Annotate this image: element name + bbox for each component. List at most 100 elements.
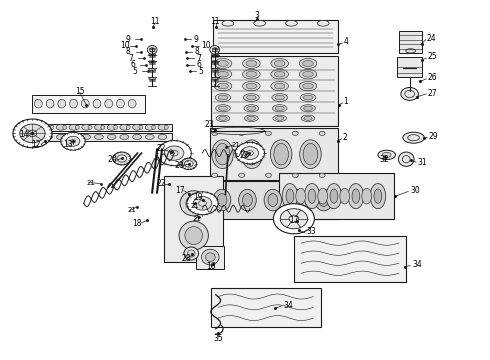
Text: 9: 9 [125,35,130,44]
Ellipse shape [180,191,207,216]
Ellipse shape [300,94,316,102]
Ellipse shape [275,106,284,111]
Ellipse shape [164,125,168,130]
Ellipse shape [303,83,313,89]
Ellipse shape [271,58,289,68]
Ellipse shape [243,58,260,68]
Text: 12: 12 [31,140,41,149]
Ellipse shape [120,125,129,130]
Text: 21: 21 [128,207,137,213]
Ellipse shape [56,134,65,139]
Ellipse shape [294,194,303,207]
Ellipse shape [398,152,414,166]
Ellipse shape [133,125,142,130]
Text: 32: 32 [379,155,389,164]
Text: 29: 29 [428,132,438,141]
Circle shape [181,158,196,170]
Ellipse shape [282,184,298,209]
Text: 21: 21 [190,203,199,209]
Ellipse shape [274,83,285,89]
Bar [397,57,422,77]
Ellipse shape [211,47,218,49]
Ellipse shape [201,249,219,265]
Bar [279,173,394,220]
Circle shape [20,124,45,143]
Text: 2: 2 [343,133,347,142]
Ellipse shape [247,106,256,111]
Ellipse shape [58,99,66,108]
Bar [42,134,172,140]
Ellipse shape [275,116,284,120]
Ellipse shape [243,69,260,79]
Ellipse shape [179,221,208,250]
Ellipse shape [120,134,129,139]
Ellipse shape [286,21,297,26]
Circle shape [184,161,193,167]
Ellipse shape [88,125,92,130]
Circle shape [170,150,178,156]
Ellipse shape [408,135,419,141]
Ellipse shape [243,194,252,207]
Ellipse shape [215,143,230,165]
Ellipse shape [274,71,285,77]
Circle shape [157,140,191,166]
Text: 5: 5 [133,67,138,76]
Ellipse shape [274,143,289,165]
Ellipse shape [211,78,218,80]
Circle shape [71,139,75,143]
Ellipse shape [246,83,257,89]
Text: 34: 34 [412,260,422,269]
Circle shape [117,155,127,162]
Ellipse shape [211,127,265,134]
Ellipse shape [50,125,54,130]
Circle shape [212,131,218,135]
Ellipse shape [378,150,395,159]
Bar [42,124,172,131]
Ellipse shape [186,195,201,211]
Circle shape [273,204,315,234]
Ellipse shape [264,189,282,211]
Ellipse shape [340,188,349,204]
Ellipse shape [150,48,155,52]
Ellipse shape [107,125,116,130]
Ellipse shape [300,140,321,168]
Ellipse shape [149,69,156,71]
Ellipse shape [374,189,382,203]
Ellipse shape [218,83,228,89]
Text: 23: 23 [205,120,215,129]
Ellipse shape [222,21,234,26]
Bar [210,181,338,220]
Circle shape [61,132,85,150]
Circle shape [239,131,245,135]
Ellipse shape [69,125,78,130]
Circle shape [266,131,271,135]
Text: 19: 19 [194,193,203,202]
Ellipse shape [268,194,278,207]
Ellipse shape [245,115,258,122]
Text: 8: 8 [126,47,130,56]
Circle shape [66,136,80,146]
Text: 30: 30 [410,186,420,195]
Ellipse shape [185,226,202,244]
Ellipse shape [210,45,220,54]
Ellipse shape [105,99,113,108]
Circle shape [193,197,212,210]
Ellipse shape [211,69,218,71]
Ellipse shape [272,94,288,102]
Ellipse shape [82,134,91,139]
Text: 6: 6 [196,60,201,69]
Ellipse shape [107,134,116,139]
Ellipse shape [218,60,228,67]
Text: 6: 6 [130,60,135,69]
Circle shape [405,90,415,98]
Ellipse shape [95,125,103,130]
Ellipse shape [133,134,142,139]
Text: 35: 35 [213,334,223,343]
Ellipse shape [274,60,285,67]
Bar [164,176,223,262]
Text: 9: 9 [194,35,198,44]
Ellipse shape [44,134,52,139]
Circle shape [198,201,206,206]
Ellipse shape [362,188,371,204]
Text: 31: 31 [417,158,427,167]
